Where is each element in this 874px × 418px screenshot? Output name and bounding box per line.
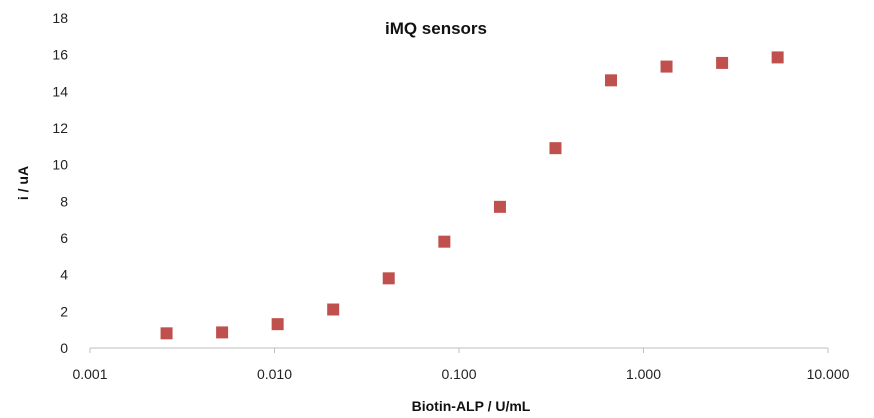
data-point — [549, 142, 562, 155]
x-tick-label: 10.000 — [807, 366, 850, 382]
y-tick-label: 8 — [60, 193, 68, 209]
data-point — [438, 235, 451, 248]
x-tick-label: 0.100 — [441, 366, 476, 382]
data-point — [216, 326, 229, 339]
data-point — [605, 74, 618, 87]
x-axis-title: Biotin-ALP / U/mL — [412, 398, 531, 414]
data-point — [271, 318, 284, 331]
y-tick-label: 16 — [52, 47, 68, 63]
y-tick-label: 12 — [52, 120, 68, 136]
y-axis-title: i / uA — [15, 166, 31, 200]
y-tick-label: 0 — [60, 340, 68, 356]
y-tick-labels: 0 2 4 6 8 10 12 14 16 18 — [52, 10, 68, 356]
x-tick-label: 0.010 — [257, 366, 292, 382]
data-point — [327, 303, 340, 316]
data-points — [160, 51, 784, 340]
x-tick-label: 0.001 — [72, 366, 107, 382]
x-tick-marks — [89, 348, 829, 353]
data-point — [660, 60, 673, 73]
data-point — [771, 51, 784, 64]
y-tick-label: 2 — [60, 303, 68, 319]
y-tick-label: 14 — [52, 83, 68, 99]
data-point — [160, 327, 173, 340]
x-tick-label: 1.000 — [626, 366, 661, 382]
data-point — [382, 272, 395, 285]
x-tick-labels: 0.001 0.010 0.100 1.000 10.000 — [72, 366, 849, 382]
y-tick-label: 10 — [52, 157, 68, 173]
y-tick-label: 6 — [60, 230, 68, 246]
data-point — [716, 56, 729, 69]
chart-title: iMQ sensors — [385, 19, 487, 38]
y-tick-label: 4 — [60, 267, 68, 283]
data-point — [493, 200, 506, 213]
y-tick-label: 18 — [52, 10, 68, 26]
